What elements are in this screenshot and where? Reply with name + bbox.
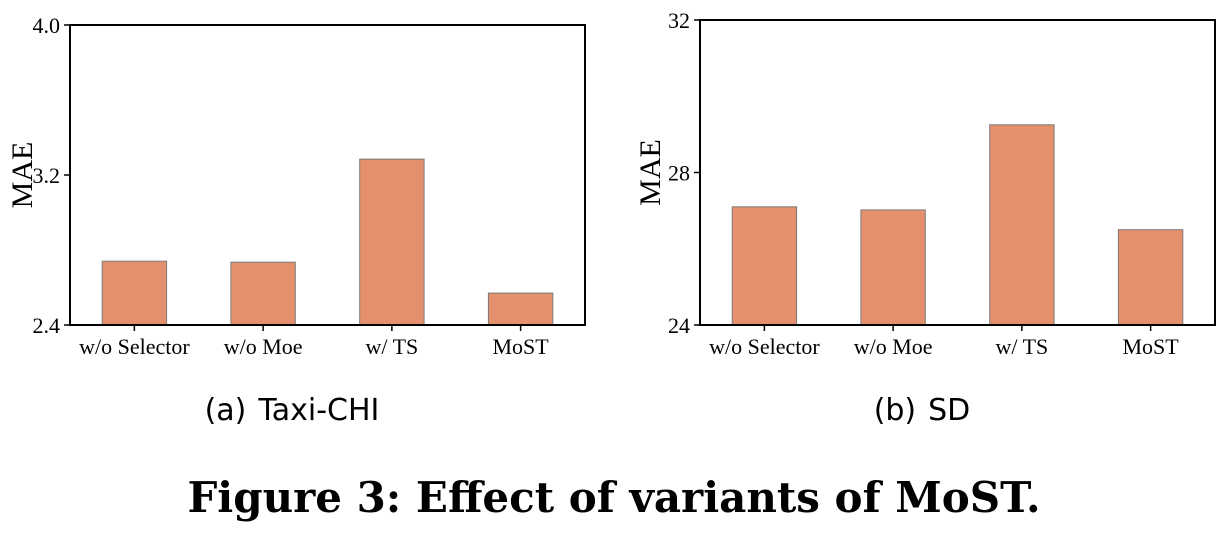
y-tick-label: 24: [668, 313, 690, 338]
subcaption: (a) Taxi-CHI: [205, 393, 380, 428]
x-tick-label: w/ TS: [995, 334, 1048, 359]
panel-sd: w/o Selector w/o Moe w/ TS MoST 24 28 32 MAE (b)…: [634, 8, 1216, 428]
x-tick-label: w/ TS: [365, 334, 418, 359]
bar-w-o-selector: [731, 206, 798, 326]
x-tick-label: w/o Selector: [709, 334, 820, 359]
y-tick-label: 32: [668, 8, 690, 33]
bar-w-o-moe: [860, 209, 926, 326]
y-tick-label: 3.2: [33, 163, 61, 188]
y-tick-label: 28: [668, 161, 690, 186]
subcaption-label: (b): [874, 393, 916, 428]
x-tick-label: MoST: [493, 334, 550, 359]
bar-w-ts: [359, 158, 425, 326]
subcaption-name: SD: [928, 393, 970, 428]
y-axis-label: MAE: [634, 139, 667, 206]
figure-caption: Figure 3: Effect of variants of MoST.: [187, 473, 1040, 522]
x-tick-label: w/o Moe: [224, 334, 303, 359]
bar-most: [1117, 229, 1184, 326]
x-tick-label: w/o Selector: [79, 334, 190, 359]
y-tick-label: 4.0: [33, 13, 61, 38]
subcaption: (b) SD: [874, 393, 971, 428]
bar-w-o-selector: [101, 260, 168, 326]
y-axis-label: MAE: [6, 142, 39, 209]
x-tick-label: MoST: [1123, 334, 1180, 359]
subcaption-name: Taxi-CHI: [257, 393, 379, 428]
x-tick-label: w/o Moe: [854, 334, 933, 359]
panel-taxi-chi: w/o Selector w/o Moe w/ TS MoST 2.4 3.2 4.0 MAE…: [6, 13, 586, 428]
bar-most: [487, 292, 554, 326]
subcaption-label: (a): [205, 393, 247, 428]
y-tick-label: 2.4: [33, 313, 61, 338]
bar-w-ts: [989, 124, 1055, 326]
bar-w-o-moe: [230, 261, 296, 326]
